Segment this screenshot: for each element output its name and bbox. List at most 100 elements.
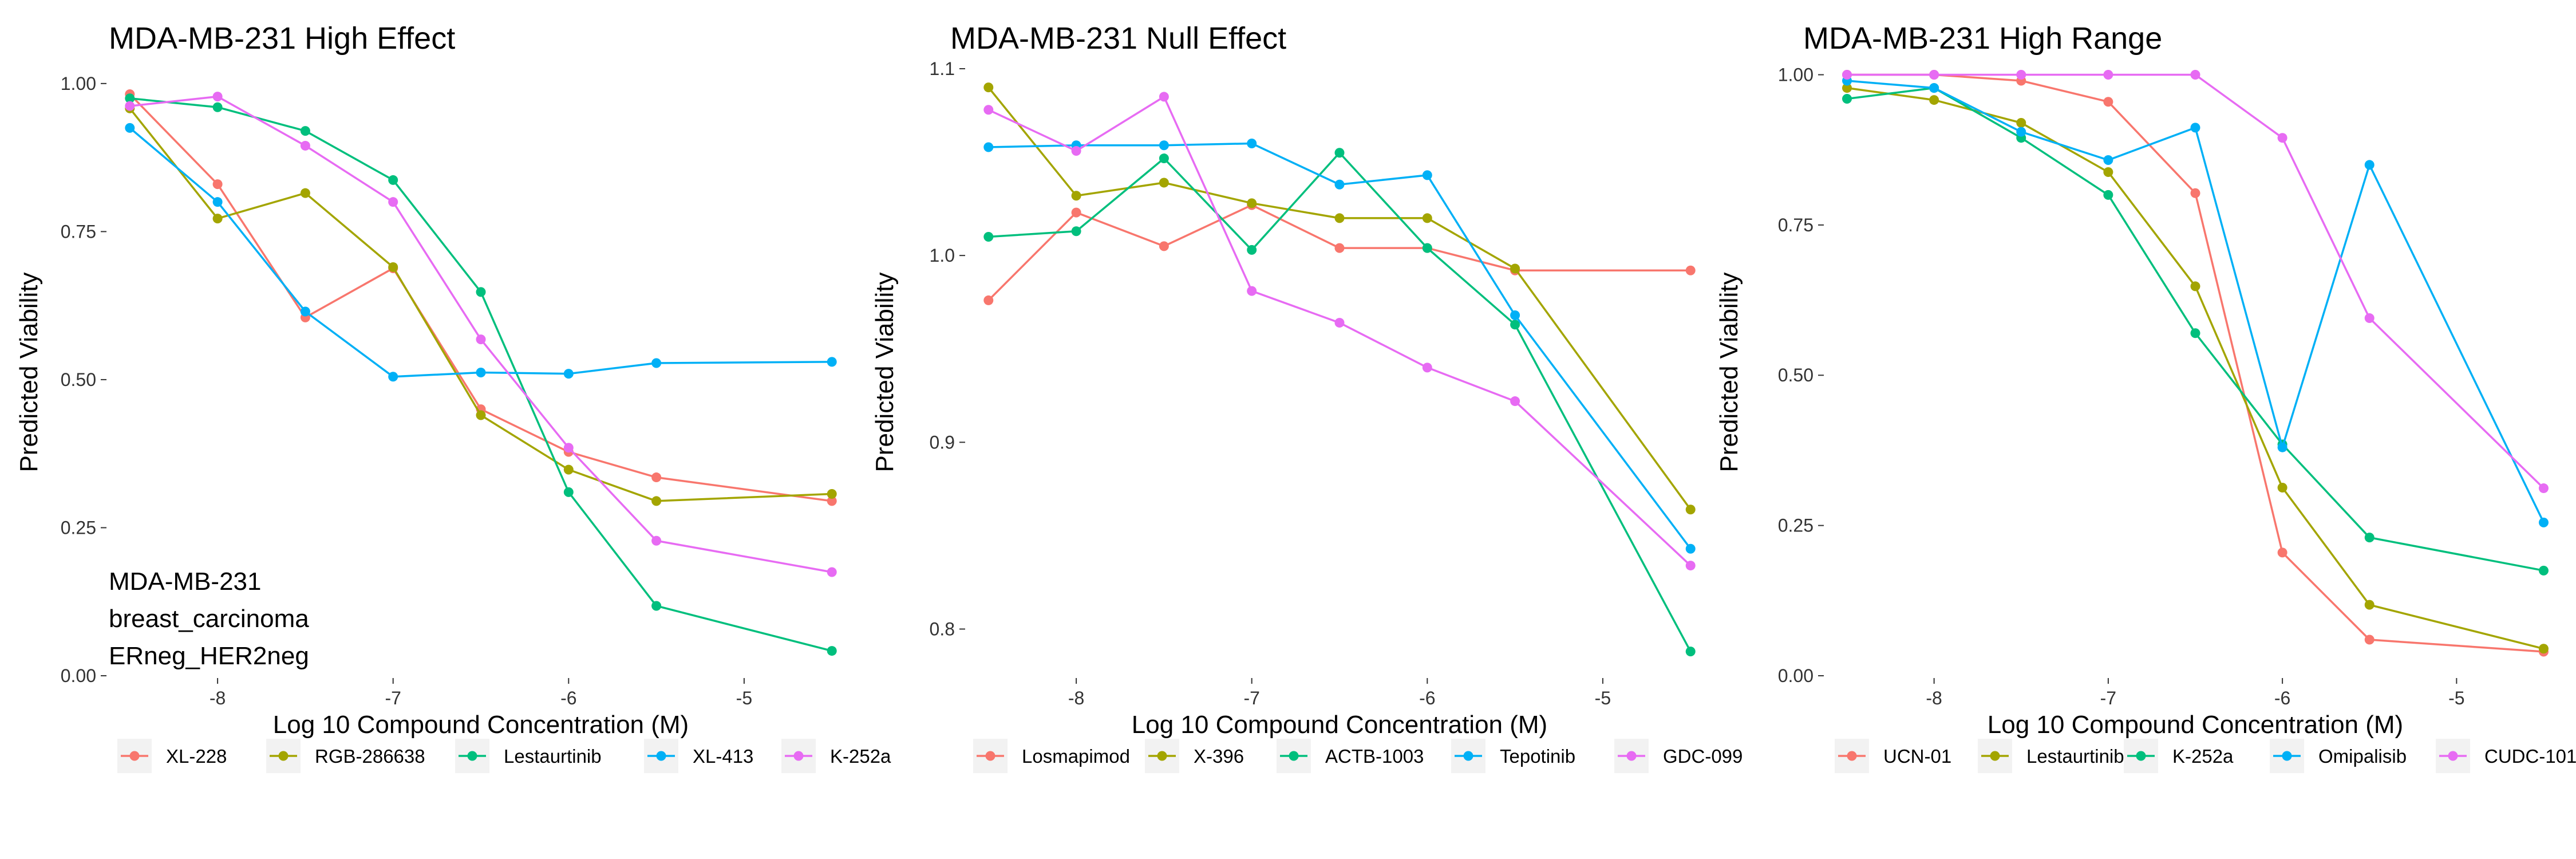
data-point (2190, 69, 2200, 80)
legend-key-point (278, 751, 289, 761)
data-point (1159, 178, 1169, 188)
y-axis-label: Predicted Viability (1715, 273, 1743, 472)
data-point (1247, 138, 1257, 148)
data-point (563, 464, 574, 475)
x-tick-label: -7 (2100, 688, 2116, 708)
data-point (651, 472, 662, 483)
data-point (1685, 543, 1696, 554)
legend: Losmapimod X-396 ACTB-1003 Tepotinib GDC-099 (973, 739, 1743, 773)
series-lestaurtinib (1842, 83, 2549, 654)
y-tick-label: 0.8 (930, 618, 955, 639)
data-point (983, 142, 994, 152)
data-point (827, 496, 837, 506)
data-point (651, 601, 662, 611)
data-point (1071, 207, 1081, 218)
legend-label: ACTB-1003 (1325, 746, 1424, 767)
data-point (476, 410, 486, 420)
data-point (212, 214, 223, 224)
data-point (388, 175, 398, 185)
data-point (1159, 153, 1169, 164)
legend: XL-228 RGB-286638 Lestaurtinib XL-413 K-252a (117, 739, 891, 773)
y-tick-label: 1.0 (930, 245, 955, 266)
legend-label: Omipalisib (2318, 746, 2407, 767)
series-xl-413 (125, 123, 837, 382)
data-point (2016, 117, 2026, 128)
data-point (2277, 442, 2287, 452)
data-point (2190, 123, 2200, 133)
y-tick-label: 0.25 (61, 517, 96, 538)
data-point (2190, 281, 2200, 291)
y-tick-label: 0.50 (1778, 365, 1814, 385)
data-point (1929, 95, 1939, 105)
x-axis-label: Log 10 Compound Concentration (M) (273, 711, 689, 739)
data-point (2103, 167, 2113, 178)
data-point (2364, 533, 2374, 543)
data-point (983, 82, 994, 93)
data-point (563, 487, 574, 497)
data-point (2190, 188, 2200, 198)
series-k-252a (125, 92, 837, 577)
data-point (2103, 155, 2113, 166)
data-point (2538, 483, 2549, 494)
data-point (983, 295, 994, 305)
x-tick-label: -6 (1419, 688, 1435, 708)
data-point (1929, 69, 1939, 80)
legend-key-point (2282, 751, 2292, 761)
legend-label: CUDC-101 (2484, 746, 2576, 767)
chart-panel-2: MDA-MB-231 Null Effect 0.8 0.9 1.0 1.1 -8 -7 -6… (871, 21, 1743, 773)
legend-key-point (2136, 751, 2146, 761)
legend-key-point (1990, 751, 2000, 761)
y-tick-label: 0.50 (61, 369, 96, 390)
data-point (2016, 69, 2026, 80)
legend-key-point (1289, 751, 1299, 761)
y-tick-label: 0.9 (930, 432, 955, 452)
data-point (1247, 245, 1257, 255)
x-tick-label: -8 (1926, 688, 1942, 708)
legend-label: UCN-01 (1883, 746, 1951, 767)
data-point (1422, 362, 1432, 373)
series-tepotinib (983, 138, 1696, 554)
data-point (827, 357, 837, 367)
legend-label: Lestaurtinib (504, 746, 602, 767)
data-point (1334, 318, 1345, 328)
legend-label: X-396 (1194, 746, 1244, 767)
data-point (2364, 635, 2374, 645)
legend-key-point (793, 751, 804, 761)
legend-label: K-252a (2172, 746, 2234, 767)
data-point (983, 232, 994, 242)
data-point (476, 368, 486, 378)
data-point (1247, 286, 1257, 296)
series-ucn-01 (1842, 69, 2549, 657)
chart-title: MDA-MB-231 Null Effect (950, 21, 1286, 56)
data-point (476, 287, 486, 297)
chart-title: MDA-MB-231 High Range (1803, 21, 2162, 56)
series-line (1847, 86, 2544, 650)
data-point (1247, 198, 1257, 208)
data-point (1422, 243, 1432, 253)
data-point (1929, 83, 1939, 93)
data-point (2190, 328, 2200, 338)
data-point (300, 126, 310, 136)
data-point (212, 102, 223, 112)
series-lestaurtinib (125, 93, 837, 656)
chart-panel-1: MDA-MB-231 High Effect 0.00 0.25 0.50 0.75 1.… (15, 21, 891, 773)
data-point (827, 567, 837, 577)
series-line (129, 97, 832, 652)
series-rgb-286638 (125, 103, 837, 506)
x-tick-label: -8 (1068, 688, 1084, 708)
legend-key-point (467, 751, 477, 761)
data-point (476, 334, 486, 345)
x-tick-label: -5 (736, 688, 752, 708)
legend-key-point (1463, 751, 1473, 761)
y-axis-label: Predicted Viability (871, 273, 899, 472)
series-cudc-101 (1842, 69, 2549, 494)
series-line (988, 95, 1692, 566)
data-point (300, 140, 310, 151)
series-line (988, 151, 1692, 652)
data-point (2103, 69, 2113, 80)
data-point (1510, 320, 1520, 330)
legend-label: Losmapimod (1022, 746, 1130, 767)
series-k-252a (1842, 83, 2549, 576)
data-point (1334, 243, 1345, 253)
y-tick-label: 0.00 (1778, 665, 1814, 686)
